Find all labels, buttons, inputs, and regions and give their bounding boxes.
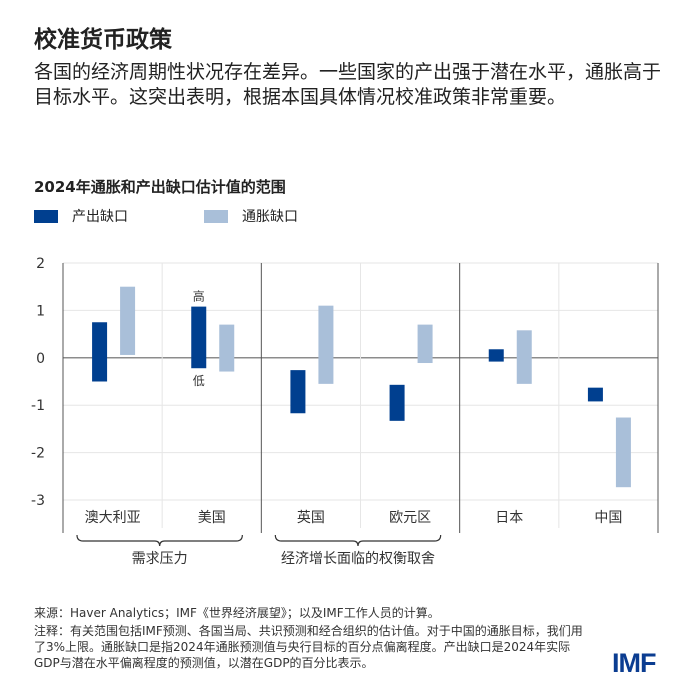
group-label: 需求压力 <box>132 551 188 567</box>
output-gap-bar <box>389 384 405 421</box>
y-tick-label: 0 <box>36 351 45 367</box>
x-tick-label: 日本 <box>495 510 523 526</box>
imf-logo: IMF <box>612 648 656 678</box>
note-text: 注释：有关范围包括IMF预测、各国当局、共识预测和经合组织的估计值。对于中国的通… <box>34 624 583 670</box>
description: 各国的经济周期性状况存在差异。一些国家的产出强于潜在水平，通胀高于目标水平。这突… <box>34 61 662 108</box>
inflation-gap-bar <box>615 417 631 488</box>
legend-item-inflation-gap: 通胀缺口 <box>204 206 374 226</box>
legend-item-output-gap: 产出缺口 <box>34 206 204 226</box>
group-label: 经济增长面临的权衡取舍 <box>281 551 435 567</box>
y-tick-label: -3 <box>31 493 45 509</box>
x-tick-label: 澳大利亚 <box>85 510 141 526</box>
legend-label: 通胀缺口 <box>242 209 298 225</box>
y-tick-label: 1 <box>36 303 45 319</box>
output-gap-bar <box>290 370 306 414</box>
legend: 产出缺口 通胀缺口 <box>34 206 374 226</box>
x-tick-label: 欧元区 <box>389 510 431 526</box>
page-title: 校准货币政策 <box>34 27 172 53</box>
legend-swatch <box>204 209 228 223</box>
x-tick-label: 英国 <box>297 509 325 526</box>
output-gap-bar <box>488 349 504 362</box>
group-bracket <box>76 534 243 547</box>
annotation-high: 高 <box>193 289 205 304</box>
output-gap-bar <box>587 387 603 402</box>
footnotes: 来源：Haver Analytics；IMF《世界经济展望》；以及IMF工作人员… <box>34 605 594 673</box>
y-tick-label: -1 <box>31 398 45 414</box>
output-gap-bar <box>92 322 108 382</box>
inflation-gap-bar <box>219 324 235 372</box>
output-gap-bar <box>191 306 207 369</box>
x-tick-label: 美国 <box>198 510 226 526</box>
source-note: 来源：Haver Analytics；IMF《世界经济展望》；以及IMF工作人员… <box>34 606 440 620</box>
inflation-gap-bar <box>516 330 532 384</box>
legend-label: 产出缺口 <box>72 209 128 225</box>
inflation-gap-bar <box>120 286 136 355</box>
annotation-low: 低 <box>193 374 205 388</box>
chart-title: 2024年通胀和产出缺口估计值的范围 <box>34 178 286 196</box>
y-tick-label: 2 <box>36 256 45 272</box>
legend-swatch <box>34 209 58 223</box>
inflation-gap-bar <box>318 305 334 384</box>
group-bracket <box>274 534 442 547</box>
x-tick-label: 中国 <box>594 510 622 526</box>
inflation-gap-bar <box>417 324 433 364</box>
y-tick-label: -2 <box>31 446 45 462</box>
